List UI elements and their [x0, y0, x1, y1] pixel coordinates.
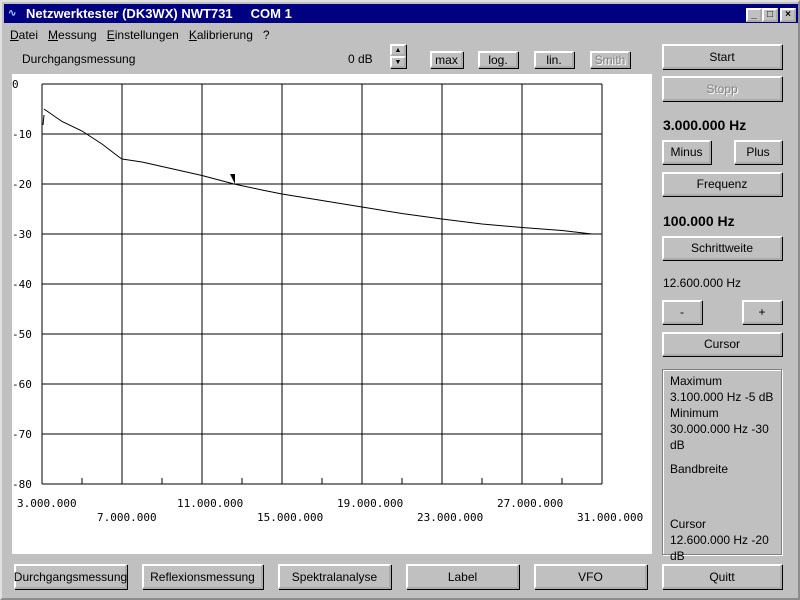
y-tick-label: 0: [12, 78, 19, 91]
x-tick-label: 15.000.000: [257, 511, 323, 524]
y-tick-label: -70: [12, 428, 32, 441]
max-value: 3.100.000 Hz -5 dB: [670, 390, 774, 404]
frequenz-button[interactable]: Frequenz: [662, 172, 782, 196]
x-tick-label: 23.000.000: [417, 511, 483, 524]
label-button[interactable]: Label: [406, 564, 519, 589]
x-tick-label: 31.000.000: [577, 511, 643, 524]
offset-down-button[interactable]: ▼: [390, 56, 406, 68]
schrittweite-button[interactable]: Schrittweite: [662, 236, 782, 260]
title-bar: ∿ Netzwerktester (DK3WX) NWT731 COM 1 _ …: [4, 4, 798, 23]
menu-datei[interactable]: Datei: [10, 28, 39, 42]
cursor-value: 12.600.000 Hz -20 dB: [670, 533, 769, 563]
y-tick-label: -10: [12, 128, 32, 141]
quitt-button[interactable]: Quitt: [662, 564, 782, 589]
offset-value: 0 dB: [348, 52, 373, 66]
reflexionsmessung-button[interactable]: Reflexionsmessung: [142, 564, 263, 589]
cursor-minus-button[interactable]: -: [662, 300, 702, 324]
y-tick-label: -20: [12, 178, 32, 191]
chart-panel: 3.000.000 7.000.000 11.000.000 15.000.000 19…: [12, 74, 652, 554]
y-tick-label: -40: [12, 278, 32, 291]
log-button[interactable]: log.: [478, 51, 518, 68]
menu-bar: Datei Messung Einstellungen Kalibrierung…: [10, 26, 270, 44]
chart[interactable]: 3.000.000 7.000.000 11.000.000 15.000.000 19…: [12, 74, 652, 554]
y-tick-label: -80: [12, 478, 32, 491]
cursor-frequency: 12.600.000 Hz: [663, 276, 742, 290]
min-label: Minimum: [670, 406, 719, 420]
y-tick-label: -60: [12, 378, 32, 391]
plus-button[interactable]: Plus: [734, 140, 782, 164]
cursor-button[interactable]: Cursor: [662, 332, 782, 356]
vfo-button[interactable]: VFO: [534, 564, 647, 589]
menu-kalibrierung[interactable]: Kalibrierung: [188, 28, 253, 42]
stopp-button[interactable]: Stopp: [662, 76, 782, 101]
min-value: 30.000.000 Hz -30 dB: [670, 422, 769, 452]
minus-button[interactable]: Minus: [662, 140, 711, 164]
start-button[interactable]: Start: [662, 44, 782, 69]
data-series-line: [43, 108, 593, 235]
app-icon: ∿: [8, 8, 17, 19]
cursor-marker: [230, 174, 235, 184]
menu-help[interactable]: ?: [262, 28, 270, 42]
x-tick-label: 27.000.000: [497, 497, 563, 510]
lin-button[interactable]: lin.: [534, 51, 574, 68]
mode-label: Durchgangsmessung: [22, 52, 136, 66]
spektralanalyse-button[interactable]: Spektralanalyse: [278, 564, 391, 589]
close-button[interactable]: ×: [780, 8, 796, 22]
offset-up-button[interactable]: ▲: [390, 44, 406, 56]
x-tick-label: 3.000.000: [17, 497, 77, 510]
menu-messung[interactable]: Messung: [48, 28, 97, 42]
bandwidth-label: Bandbreite: [670, 462, 729, 476]
step-value: 100.000 Hz: [663, 213, 735, 229]
info-box: Maximum 3.100.000 Hz -5 dB Minimum 30.00…: [662, 369, 782, 563]
start-spike: [42, 114, 45, 126]
maximize-button[interactable]: □: [762, 8, 778, 22]
durchgangsmessung-button[interactable]: Durchgangsmessung: [14, 564, 127, 589]
smith-button[interactable]: Smith: [590, 51, 630, 68]
cursor-label: Cursor: [670, 517, 707, 531]
minimize-button[interactable]: _: [746, 8, 762, 22]
y-tick-label: -50: [12, 328, 32, 341]
x-tick-label: 19.000.000: [337, 497, 403, 510]
menu-einstellungen[interactable]: Einstellungen: [106, 28, 179, 42]
window-title: Netzwerktester (DK3WX) NWT731 COM 1: [26, 6, 292, 21]
x-tick-label: 7.000.000: [97, 511, 157, 524]
start-frequency: 3.000.000 Hz: [663, 117, 747, 133]
max-label: Maximum: [670, 374, 723, 388]
x-tick-label: 11.000.000: [177, 497, 243, 510]
cursor-plus-button[interactable]: +: [742, 300, 782, 324]
y-tick-label: -30: [12, 228, 32, 241]
max-button[interactable]: max: [430, 51, 463, 68]
